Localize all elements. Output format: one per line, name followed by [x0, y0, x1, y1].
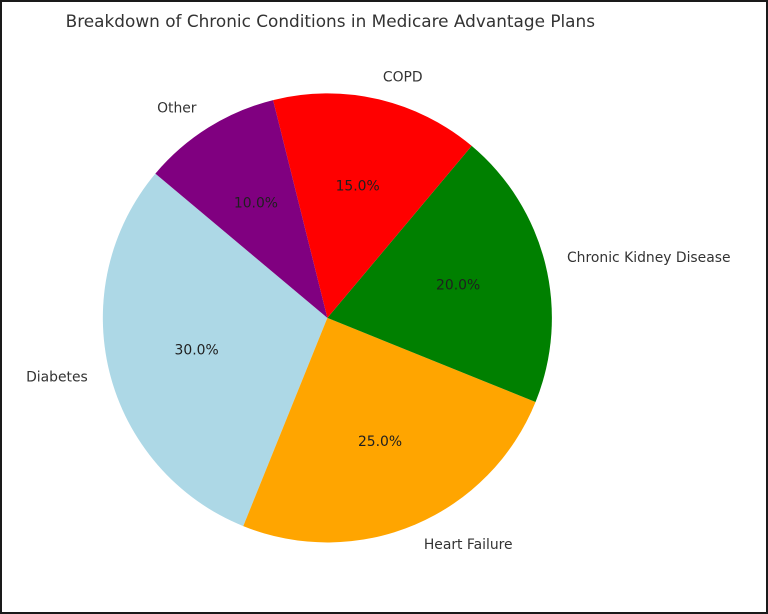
- category-label-copd: COPD: [383, 69, 423, 85]
- wedge-other: [155, 100, 328, 318]
- pie-wedges: [102, 93, 552, 543]
- category-label-heart-failure: Heart Failure: [424, 537, 513, 553]
- pct-label-diabetes: 30.0%: [175, 343, 219, 359]
- wedge-copd: [273, 93, 472, 318]
- category-label-other: Other: [157, 101, 197, 117]
- category-label-diabetes: Diabetes: [26, 370, 88, 386]
- pct-label-chronic-kidney-disease: 20.0%: [436, 277, 480, 293]
- wedge-heart-failure: [243, 317, 536, 543]
- category-label-chronic-kidney-disease: Chronic Kidney Disease: [567, 250, 731, 266]
- wedge-chronic-kidney-disease: [327, 145, 552, 403]
- wedge-diabetes: [102, 173, 328, 527]
- pct-label-heart-failure: 25.0%: [358, 434, 402, 450]
- chart-title: Breakdown of Chronic Conditions in Medic…: [66, 11, 595, 31]
- pie-category-labels: Diabetes Heart Failure Chronic Kidney Dise…: [26, 69, 730, 553]
- pct-label-copd: 15.0%: [336, 179, 380, 195]
- pie-percent-labels: 30.0% 25.0% 20.0% 15.0% 10.0%: [175, 179, 481, 450]
- pct-label-other: 10.0%: [234, 196, 278, 212]
